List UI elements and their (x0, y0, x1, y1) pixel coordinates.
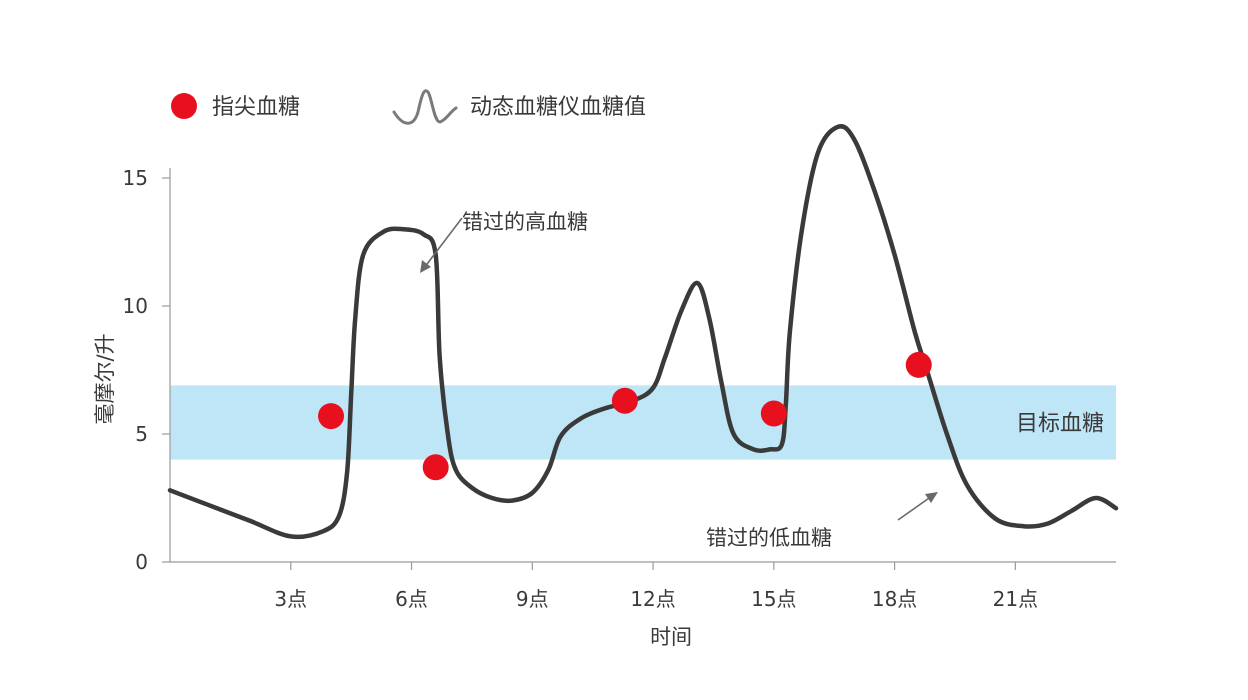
annotation-missed-high: 错过的高血糖 (420, 210, 588, 273)
axes (169, 168, 1116, 563)
legend-wave-icon (392, 89, 458, 125)
annotation-low-arrowhead-icon (925, 492, 938, 503)
legend: 指尖血糖 动态血糖仪血糖值 (171, 89, 646, 125)
x-tick-label: 18点 (872, 587, 917, 611)
target-glucose-label: 目标血糖 (1016, 411, 1104, 436)
y-tick-label: 5 (135, 422, 148, 446)
finger-glucose-point (422, 454, 449, 481)
cgm-glucose-line (167, 124, 1119, 540)
legend-red-dot-icon (171, 93, 197, 119)
y-tick-label: 10 (123, 294, 148, 318)
y-tick-label: 0 (135, 550, 148, 574)
annotation-low-text: 错过的低血糖 (706, 526, 832, 550)
x-tick-label: 9点 (516, 587, 549, 611)
x-tick-label: 3点 (274, 587, 307, 611)
x-axis-title: 时间 (650, 625, 692, 649)
x-tick-label: 21点 (993, 587, 1038, 611)
x-tick-label: 15点 (751, 587, 796, 611)
y-ticks: 0 5 10 15 (123, 166, 170, 574)
finger-glucose-point (760, 400, 787, 427)
annotation-high-text: 错过的高血糖 (462, 210, 588, 234)
finger-glucose-point (611, 387, 638, 414)
y-axis-title: 毫摩尔/升 (93, 333, 117, 424)
annotation-low-arrow (897, 495, 933, 521)
legend-cgm-label: 动态血糖仪血糖值 (470, 95, 646, 120)
finger-glucose-point (318, 403, 345, 430)
finger-glucose-points (318, 351, 932, 481)
annotation-high-arrow (423, 217, 463, 269)
x-tick-label: 12点 (630, 587, 675, 611)
x-tick-label: 6点 (395, 587, 428, 611)
x-ticks: 3点 6点 9点 12点 15点 18点 21点 (274, 562, 1038, 611)
legend-finger-label: 指尖血糖 (212, 95, 300, 120)
annotation-missed-low: 错过的低血糖 (706, 492, 938, 550)
finger-glucose-point (905, 351, 932, 378)
y-tick-label: 15 (123, 166, 148, 190)
annotation-high-arrowhead-icon (420, 260, 431, 273)
